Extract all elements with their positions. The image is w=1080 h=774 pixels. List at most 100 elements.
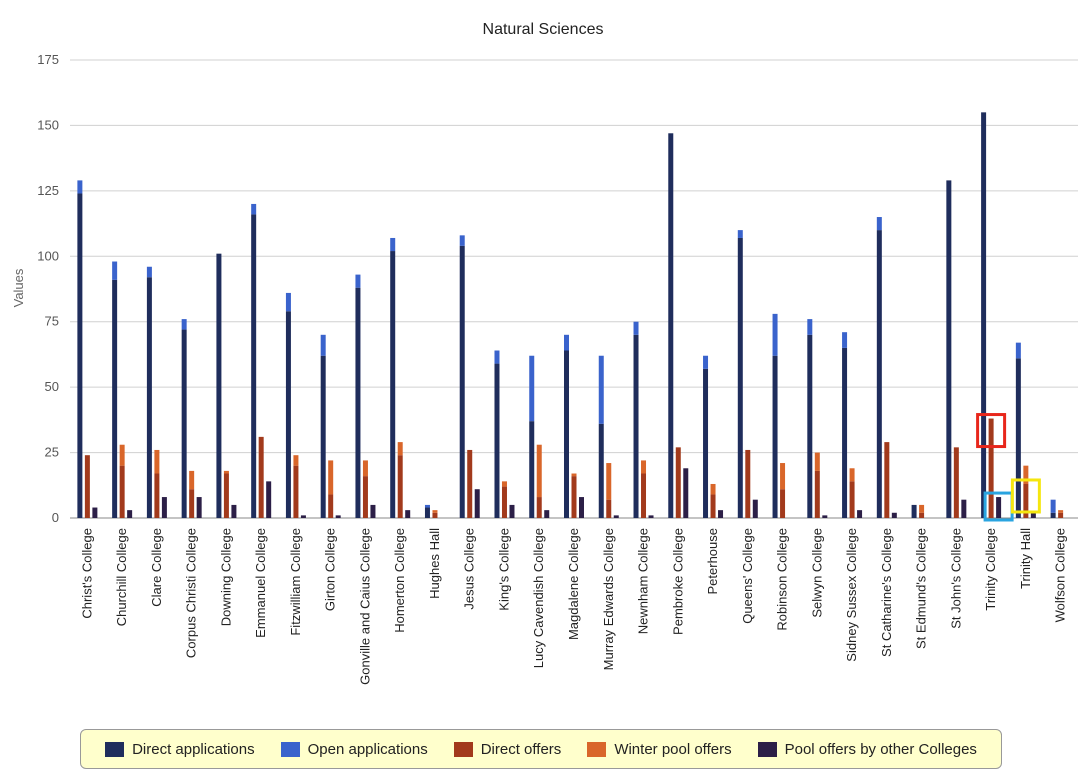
bar-robinson-college-open-applications[interactable] bbox=[772, 313, 778, 356]
bar-murray-edwards-college-direct-applications[interactable] bbox=[598, 423, 604, 518]
bar-wolfson-college-direct-offers[interactable] bbox=[1058, 512, 1064, 518]
bar-trinity-hall-winter-pool-offers[interactable] bbox=[1023, 465, 1029, 484]
bar-churchill-college-direct-offers[interactable] bbox=[119, 465, 125, 518]
bar-robinson-college-winter-pool-offers[interactable] bbox=[780, 463, 786, 490]
bar-downing-college-winter-pool-offers[interactable] bbox=[223, 470, 229, 474]
bar-magdalene-college-direct-offers[interactable] bbox=[571, 476, 577, 518]
legend-item-open-applications[interactable]: Open applications bbox=[280, 741, 428, 758]
bar-murray-edwards-college-direct-offers[interactable] bbox=[606, 499, 612, 518]
bar-homerton-college-direct-offers[interactable] bbox=[397, 455, 403, 518]
bar-christ-s-college-direct-applications[interactable] bbox=[77, 193, 83, 518]
bar-queens-college-pool-offers-by-other-colleges[interactable] bbox=[752, 499, 758, 518]
bar-king-s-college-direct-applications[interactable] bbox=[494, 363, 500, 518]
bar-clare-college-winter-pool-offers[interactable] bbox=[154, 449, 160, 474]
bar-king-s-college-winter-pool-offers[interactable] bbox=[501, 481, 507, 487]
bar-sidney-sussex-college-direct-offers[interactable] bbox=[849, 481, 855, 518]
bar-fitzwilliam-college-open-applications[interactable] bbox=[285, 292, 291, 312]
bar-peterhouse-direct-applications[interactable] bbox=[703, 368, 709, 518]
bar-trinity-hall-open-applications[interactable] bbox=[1015, 342, 1021, 359]
bar-churchill-college-direct-applications[interactable] bbox=[112, 279, 118, 518]
bar-lucy-cavendish-college-winter-pool-offers[interactable] bbox=[536, 444, 542, 498]
bar-girton-college-winter-pool-offers[interactable] bbox=[328, 460, 334, 495]
bar-peterhouse-direct-offers[interactable] bbox=[710, 494, 716, 518]
bar-magdalene-college-pool-offers-by-other-colleges[interactable] bbox=[579, 497, 584, 518]
bar-queens-college-open-applications[interactable] bbox=[737, 230, 743, 238]
bar-trinity-college-direct-offers[interactable] bbox=[988, 418, 994, 518]
bar-jesus-college-direct-applications[interactable] bbox=[459, 245, 465, 518]
bar-corpus-christi-college-open-applications[interactable] bbox=[181, 319, 187, 330]
bar-clare-college-pool-offers-by-other-colleges[interactable] bbox=[161, 497, 167, 518]
bar-homerton-college-direct-applications[interactable] bbox=[390, 251, 396, 518]
bar-queens-college-direct-offers[interactable] bbox=[745, 449, 751, 518]
bar-wolfson-college-direct-applications[interactable] bbox=[1050, 512, 1056, 518]
bar-girton-college-pool-offers-by-other-colleges[interactable] bbox=[335, 515, 341, 518]
bar-emmanuel-college-direct-applications[interactable] bbox=[251, 214, 257, 518]
bar-selwyn-college-direct-applications[interactable] bbox=[807, 334, 813, 518]
bar-king-s-college-direct-offers[interactable] bbox=[501, 486, 507, 518]
legend-item-direct-applications[interactable]: Direct applications bbox=[105, 741, 255, 758]
bar-wolfson-college-winter-pool-offers[interactable] bbox=[1058, 510, 1064, 513]
bar-lucy-cavendish-college-pool-offers-by-other-colleges[interactable] bbox=[544, 510, 550, 518]
bar-newnham-college-open-applications[interactable] bbox=[633, 321, 639, 335]
bar-murray-edwards-college-winter-pool-offers[interactable] bbox=[606, 463, 612, 500]
bar-hughes-hall-open-applications[interactable] bbox=[424, 504, 430, 508]
bar-peterhouse-winter-pool-offers[interactable] bbox=[710, 483, 716, 495]
bar-gonville-and-caius-college-winter-pool-offers[interactable] bbox=[362, 460, 368, 477]
bar-newnham-college-winter-pool-offers[interactable] bbox=[641, 460, 647, 474]
bar-churchill-college-open-applications[interactable] bbox=[112, 261, 118, 280]
bar-st-catharine-s-college-pool-offers-by-other-colleges[interactable] bbox=[891, 512, 897, 518]
bar-christ-s-college-open-applications[interactable] bbox=[77, 180, 83, 194]
legend-item-direct-offers[interactable]: Direct offers bbox=[453, 741, 561, 758]
legend-item-winter-pool-offers[interactable]: Winter pool offers bbox=[587, 741, 732, 758]
bar-clare-college-direct-applications[interactable] bbox=[146, 277, 152, 518]
bar-newnham-college-pool-offers-by-other-colleges[interactable] bbox=[648, 515, 654, 518]
legend-item-pool-offers-by-other-colleges[interactable]: Pool offers by other Colleges bbox=[757, 741, 977, 758]
bar-selwyn-college-open-applications[interactable] bbox=[807, 319, 813, 335]
bar-jesus-college-open-applications[interactable] bbox=[459, 235, 465, 246]
bar-homerton-college-pool-offers-by-other-colleges[interactable] bbox=[405, 510, 411, 518]
bar-fitzwilliam-college-direct-offers[interactable] bbox=[293, 465, 299, 518]
bar-corpus-christi-college-direct-offers[interactable] bbox=[189, 489, 195, 518]
bar-king-s-college-pool-offers-by-other-colleges[interactable] bbox=[509, 504, 515, 518]
bar-downing-college-pool-offers-by-other-colleges[interactable] bbox=[231, 504, 237, 518]
bar-trinity-hall-direct-offers[interactable] bbox=[1023, 483, 1029, 518]
bar-gonville-and-caius-college-direct-offers[interactable] bbox=[362, 476, 368, 518]
bar-corpus-christi-college-direct-applications[interactable] bbox=[181, 329, 187, 518]
bar-st-john-s-college-pool-offers-by-other-colleges[interactable] bbox=[961, 499, 967, 518]
bar-christ-s-college-pool-offers-by-other-colleges[interactable] bbox=[92, 507, 98, 518]
bar-pembroke-college-direct-offers[interactable] bbox=[675, 447, 681, 518]
bar-pembroke-college-pool-offers-by-other-colleges[interactable] bbox=[683, 468, 689, 518]
bar-st-edmund-s-college-winter-pool-offers[interactable] bbox=[919, 504, 925, 513]
bar-st-john-s-college-direct-applications[interactable] bbox=[946, 180, 952, 519]
bar-girton-college-direct-offers[interactable] bbox=[328, 494, 334, 518]
bar-fitzwilliam-college-winter-pool-offers[interactable] bbox=[293, 455, 299, 466]
bar-hughes-hall-winter-pool-offers[interactable] bbox=[432, 510, 438, 513]
bar-magdalene-college-direct-applications[interactable] bbox=[564, 350, 569, 518]
bar-lucy-cavendish-college-direct-offers[interactable] bbox=[536, 497, 542, 518]
bar-murray-edwards-college-open-applications[interactable] bbox=[598, 355, 604, 424]
bar-robinson-college-direct-offers[interactable] bbox=[780, 489, 786, 518]
bar-gonville-and-caius-college-pool-offers-by-other-colleges[interactable] bbox=[370, 504, 376, 518]
bar-trinity-college-direct-applications[interactable] bbox=[981, 112, 987, 518]
bar-christ-s-college-direct-offers[interactable] bbox=[84, 455, 90, 518]
bar-st-catharine-s-college-direct-offers[interactable] bbox=[884, 442, 890, 518]
bar-homerton-college-winter-pool-offers[interactable] bbox=[397, 442, 403, 456]
bar-newnham-college-direct-applications[interactable] bbox=[633, 334, 639, 518]
bar-newnham-college-direct-offers[interactable] bbox=[641, 473, 647, 518]
bar-king-s-college-open-applications[interactable] bbox=[494, 350, 500, 364]
bar-jesus-college-pool-offers-by-other-colleges[interactable] bbox=[474, 489, 480, 518]
bar-trinity-hall-direct-applications[interactable] bbox=[1015, 358, 1021, 518]
bar-girton-college-direct-applications[interactable] bbox=[320, 355, 326, 518]
bar-peterhouse-open-applications[interactable] bbox=[703, 355, 709, 369]
bar-churchill-college-pool-offers-by-other-colleges[interactable] bbox=[127, 510, 133, 518]
bar-lucy-cavendish-college-direct-applications[interactable] bbox=[529, 421, 535, 518]
bar-trinity-hall-pool-offers-by-other-colleges[interactable] bbox=[1030, 512, 1036, 518]
bar-sidney-sussex-college-open-applications[interactable] bbox=[842, 332, 848, 348]
bar-st-catharine-s-college-direct-applications[interactable] bbox=[876, 230, 882, 518]
bar-pembroke-college-direct-applications[interactable] bbox=[668, 133, 674, 518]
bar-hughes-hall-direct-offers[interactable] bbox=[432, 512, 438, 518]
bar-emmanuel-college-direct-offers[interactable] bbox=[258, 436, 264, 518]
bar-sidney-sussex-college-winter-pool-offers[interactable] bbox=[849, 468, 855, 482]
bar-st-edmund-s-college-direct-offers[interactable] bbox=[919, 512, 925, 518]
bar-emmanuel-college-pool-offers-by-other-colleges[interactable] bbox=[266, 481, 272, 518]
